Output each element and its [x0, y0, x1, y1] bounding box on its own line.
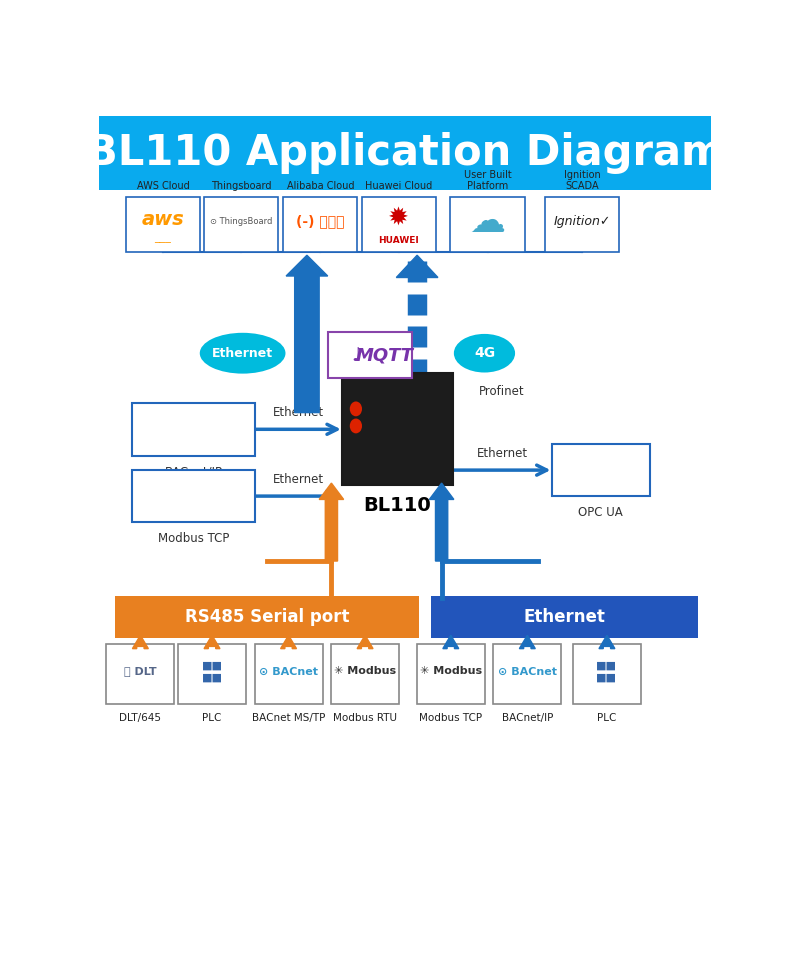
Text: RS485 Serial port: RS485 Serial port [185, 607, 349, 626]
FancyArrow shape [430, 483, 453, 561]
Text: ☁: ☁ [469, 204, 506, 238]
Text: ✹: ✹ [388, 206, 409, 230]
FancyArrow shape [397, 255, 438, 278]
Text: aws: aws [141, 209, 184, 228]
FancyArrow shape [133, 635, 149, 649]
FancyArrow shape [280, 635, 296, 649]
Text: Modbus TCP: Modbus TCP [158, 532, 229, 545]
Text: MQTT: MQTT [356, 346, 413, 364]
Text: PLC: PLC [202, 713, 222, 723]
FancyBboxPatch shape [132, 403, 255, 456]
FancyArrow shape [204, 635, 220, 649]
Text: ✱OPC UA: ✱OPC UA [570, 461, 632, 474]
FancyArrow shape [286, 255, 328, 413]
Text: OPC UA: OPC UA [578, 506, 623, 520]
Text: BACnet: BACnet [149, 418, 201, 431]
Text: ___: ___ [155, 233, 171, 243]
FancyBboxPatch shape [178, 644, 246, 705]
Text: ⊙ BACnet: ⊙ BACnet [498, 666, 557, 677]
Text: Ethernet: Ethernet [476, 446, 528, 460]
Text: ✳ Modbus: ✳ Modbus [419, 666, 482, 677]
Text: Ignition✓: Ignition✓ [554, 215, 611, 228]
FancyBboxPatch shape [545, 197, 619, 252]
Text: Thingsboard: Thingsboard [211, 181, 271, 192]
Text: 4G: 4G [474, 346, 495, 361]
Text: Ethernet: Ethernet [523, 607, 605, 626]
FancyArrow shape [599, 635, 615, 649]
Text: ⎗ DLT: ⎗ DLT [124, 666, 156, 677]
FancyBboxPatch shape [107, 644, 175, 705]
Ellipse shape [453, 334, 515, 372]
Text: Profinet: Profinet [480, 385, 525, 398]
FancyBboxPatch shape [493, 644, 562, 705]
FancyBboxPatch shape [132, 469, 255, 522]
Text: BACnet MS/TP: BACnet MS/TP [252, 713, 325, 723]
Text: AWS Cloud: AWS Cloud [137, 181, 190, 192]
Text: ✳ Modbus: ✳ Modbus [159, 490, 228, 502]
FancyBboxPatch shape [450, 197, 525, 252]
Text: BL110 Application Diagram: BL110 Application Diagram [85, 132, 724, 174]
Ellipse shape [200, 333, 285, 374]
Circle shape [350, 401, 362, 416]
FancyBboxPatch shape [342, 373, 453, 485]
FancyBboxPatch shape [204, 197, 278, 252]
FancyBboxPatch shape [329, 333, 412, 378]
FancyBboxPatch shape [126, 197, 200, 252]
Text: Ignition
SCADA: Ignition SCADA [564, 170, 601, 192]
FancyBboxPatch shape [573, 644, 641, 705]
Text: ■■
■■: ■■ ■■ [596, 660, 618, 683]
Text: Modbus TCP: Modbus TCP [419, 713, 483, 723]
Text: ⊙ ThingsBoard: ⊙ ThingsBoard [209, 217, 272, 226]
Circle shape [350, 418, 362, 434]
FancyBboxPatch shape [284, 197, 357, 252]
Text: BACnet/IP: BACnet/IP [502, 713, 553, 723]
FancyArrow shape [357, 635, 373, 649]
FancyBboxPatch shape [115, 596, 419, 637]
FancyArrow shape [443, 635, 459, 649]
FancyBboxPatch shape [254, 644, 322, 705]
Text: Alibaba Cloud: Alibaba Cloud [287, 181, 354, 192]
FancyArrow shape [519, 635, 536, 649]
Text: ♪: ♪ [352, 345, 364, 364]
FancyArrow shape [319, 483, 344, 561]
FancyBboxPatch shape [431, 596, 698, 637]
Text: HUAWEI: HUAWEI [378, 236, 419, 245]
Text: Ethernet: Ethernet [212, 347, 273, 360]
FancyBboxPatch shape [551, 443, 650, 496]
Text: User Built
Platform: User Built Platform [464, 170, 511, 192]
Text: BL110: BL110 [363, 496, 431, 516]
Text: ■■
■■: ■■ ■■ [201, 660, 223, 683]
Text: Modbus RTU: Modbus RTU [333, 713, 397, 723]
Text: PLC: PLC [597, 713, 617, 723]
Text: BACnet/IP: BACnet/IP [164, 466, 223, 478]
FancyBboxPatch shape [331, 644, 399, 705]
Text: DLT/645: DLT/645 [119, 713, 161, 723]
FancyBboxPatch shape [417, 644, 485, 705]
FancyBboxPatch shape [99, 116, 711, 190]
Text: ⊙ BACnet: ⊙ BACnet [259, 666, 318, 677]
Text: ✳ Modbus: ✳ Modbus [334, 666, 396, 677]
Text: Huawei Cloud: Huawei Cloud [365, 181, 432, 192]
Text: ⊙: ⊙ [140, 418, 151, 431]
Text: (-) 阿里云: (-) 阿里云 [296, 215, 344, 228]
FancyBboxPatch shape [362, 197, 436, 252]
Text: Ethernet: Ethernet [273, 472, 324, 486]
Text: Ethernet: Ethernet [273, 406, 324, 419]
